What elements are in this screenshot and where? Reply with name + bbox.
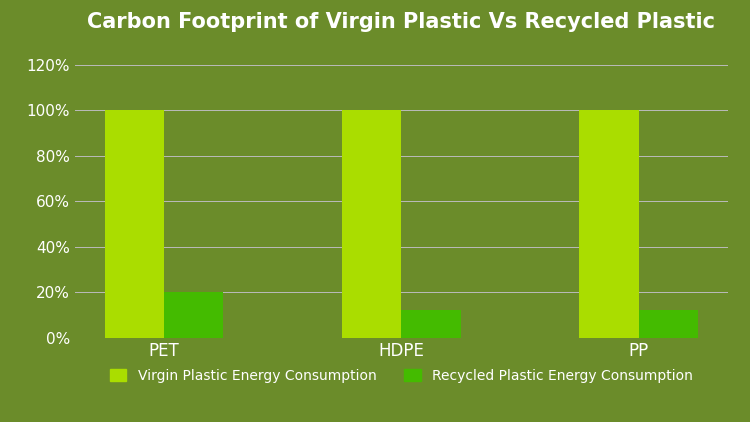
Bar (579, 111, 638, 338)
Legend: Virgin Plastic Energy Consumption, Recycled Plastic Energy Consumption: Virgin Plastic Energy Consumption, Recyc… (103, 362, 700, 390)
Title: Carbon Footprint of Virgin Plastic Vs Recycled Plastic: Carbon Footprint of Virgin Plastic Vs Re… (87, 12, 716, 32)
Bar (401, 310, 460, 338)
Bar (164, 292, 224, 338)
Bar (342, 111, 401, 338)
Bar (105, 111, 164, 338)
Bar (638, 310, 698, 338)
